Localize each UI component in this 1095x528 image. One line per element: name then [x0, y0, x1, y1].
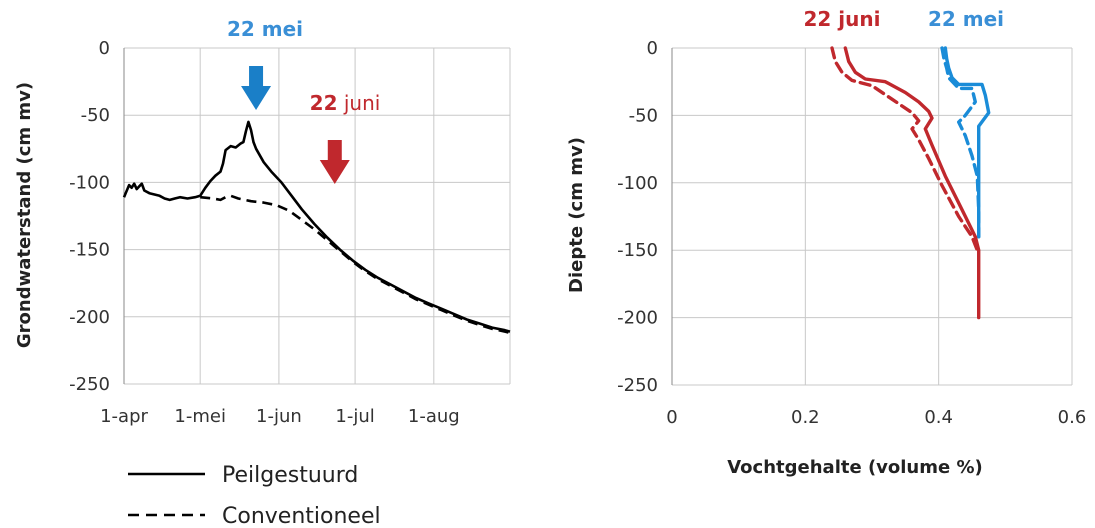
- left-x-tick-labels: 1-apr 1-mei 1-jun 1-jul 1-aug: [100, 406, 460, 427]
- left-x-tick-label: 1-mei: [174, 406, 226, 427]
- left-x-tick-label: 1-apr: [100, 406, 148, 427]
- right-series-labels: 22 juni 22 mei: [804, 7, 1005, 31]
- right-y-tick-label: -250: [617, 375, 658, 396]
- series-label-22-mei: 22 mei: [928, 7, 1004, 31]
- left-y-axis-title: Grondwaterstand (cm mv): [14, 82, 35, 348]
- right-y-tick-label: -200: [617, 308, 658, 329]
- right-y-axis-title: Diepte (cm mv): [566, 137, 587, 293]
- left-y-tick-label: 0: [99, 38, 110, 59]
- left-x-tick-label: 1-aug: [408, 406, 460, 427]
- right-x-tick-label: 0.2: [791, 407, 820, 428]
- left-series-lines: [122, 120, 511, 335]
- right-x-tick-labels: 0 0.2 0.4 0.6: [666, 407, 1086, 428]
- profile-line: [940, 46, 981, 239]
- legend-label-peilgestuurd: Peilgestuurd: [222, 463, 358, 488]
- annotation-label-22-juni: 22 juni: [310, 91, 381, 115]
- left-gridlines: [123, 47, 511, 385]
- legend-label-conventioneel: Conventioneel: [222, 504, 381, 528]
- profile-line: [843, 46, 981, 320]
- annotation-arrow-22-mei: [241, 66, 272, 110]
- left-y-tick-label: -50: [81, 105, 110, 126]
- left-y-tick-label: -200: [69, 307, 110, 328]
- right-y-tick-label: -50: [629, 105, 658, 126]
- left-y-tick-labels: 0 -50 -100 -150 -200 -250: [69, 38, 110, 395]
- left-y-tick-label: -150: [69, 240, 110, 261]
- left-annotations: 22 mei 22 juni: [227, 17, 380, 184]
- right-x-axis-title: Vochtgehalte (volume %): [727, 457, 983, 478]
- series-line-peilgestuurd: [122, 120, 511, 333]
- right-y-tick-label: -150: [617, 240, 658, 261]
- left-x-tick-label: 1-jun: [256, 406, 302, 427]
- right-x-tick-label: 0: [666, 407, 677, 428]
- right-y-tick-label: 0: [647, 38, 658, 59]
- moisture-profile-chart: 0-50-100-150-200-250 0 0.2 0.4 0.6 22 juni 2…: [566, 7, 1086, 478]
- right-x-tick-label: 0.6: [1058, 407, 1087, 428]
- right-gridlines: [671, 47, 1073, 386]
- profile-line: [943, 46, 991, 239]
- profile-line: [830, 46, 979, 252]
- right-y-tick-labels: 0 -50 -100 -150 -200 -250: [617, 38, 658, 396]
- left-y-tick-label: -250: [69, 374, 110, 395]
- left-y-tick-label: -100: [69, 172, 110, 193]
- right-y-tick-label: -100: [617, 173, 658, 194]
- right-series-lines: [830, 46, 991, 320]
- left-x-tick-label: 1-jul: [335, 406, 374, 427]
- groundwater-chart: 0 -50 -100 -150 -200 -250 1-apr 1-mei 1-jun 1-ju…: [14, 17, 511, 427]
- annotation-label-22-mei: 22 mei: [227, 17, 303, 41]
- series-line-conventioneel: [200, 194, 511, 335]
- series-label-22-juni: 22 juni: [804, 7, 881, 31]
- right-x-tick-label: 0.4: [924, 407, 953, 428]
- legend: Peilgestuurd Conventioneel: [128, 463, 381, 528]
- annotation-arrow-22-juni: [319, 140, 350, 184]
